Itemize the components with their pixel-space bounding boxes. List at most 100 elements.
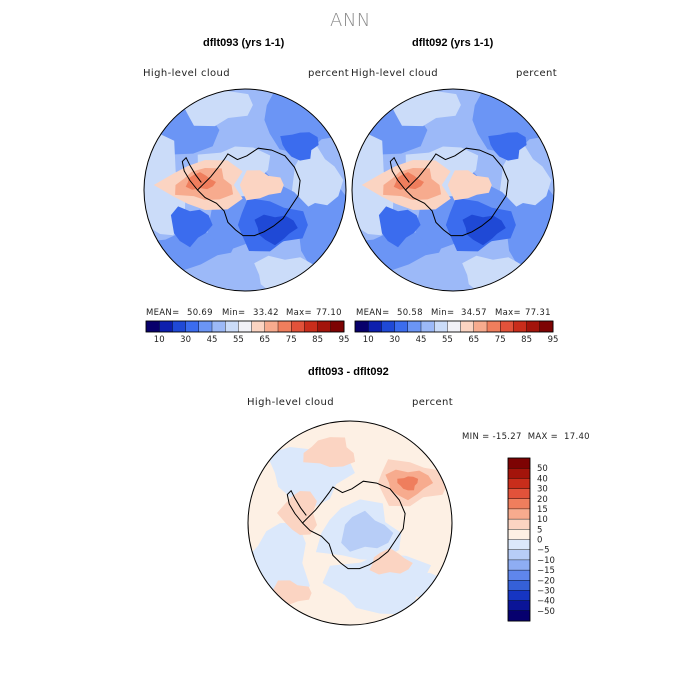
panel1-colorbar-tick-label: 85 — [312, 335, 323, 345]
panel1-map-map-border — [143, 88, 347, 292]
panel1-max-value: 77.10 — [316, 308, 342, 318]
panel2-variable-label: High-level cloud — [351, 68, 439, 79]
panel2-colorbar-tick-label: 45 — [416, 335, 427, 345]
diff-colorbar-tick-label: 20 — [537, 495, 548, 505]
panel2-units-label: percent — [516, 68, 558, 79]
panel2-colorbar-swatch — [460, 320, 475, 333]
diff-colorbar-swatch — [507, 600, 531, 612]
panel1-colorbar-tick-label: 75 — [286, 335, 297, 345]
panel2-map-contour-blob — [447, 170, 492, 201]
panel1-colorbar-swatch — [224, 320, 239, 333]
diff-colorbar-swatch — [507, 457, 531, 469]
diff-map-contour-blob — [341, 510, 394, 552]
diff-colorbar-swatch — [507, 488, 531, 500]
panel1-colorbar-swatch — [330, 320, 345, 333]
panel2-colorbar-tick-label: 30 — [389, 335, 400, 345]
panel1-colorbar-swatch — [198, 320, 213, 333]
diff-colorbar-tick-label: 5 — [537, 525, 542, 535]
diff-colorbar-tick-label: 15 — [537, 505, 548, 515]
panel1-colorbar-swatch — [277, 320, 292, 333]
diff-colorbar-swatch — [507, 478, 531, 490]
panel1-map-contour-blob — [254, 214, 298, 246]
diff-colorbar-swatch — [507, 590, 531, 602]
panel2-title: dflt092 (yrs 1-1) — [412, 37, 494, 49]
panel2-colorbar-swatch — [434, 320, 448, 333]
panel1-colorbar-swatch — [264, 320, 279, 333]
panel2-mean-value: 50.58 — [397, 308, 423, 318]
diff-map-map-border — [247, 420, 453, 626]
panel1-colorbar-swatch — [172, 320, 187, 333]
diff-map-contour-blob — [369, 548, 413, 575]
panel2-colorbar-swatch — [381, 320, 396, 333]
panel2-mean-label: MEAN= — [356, 308, 390, 318]
diff-variable-label: High-level cloud — [247, 397, 335, 408]
diff-colorbar-swatch — [507, 508, 531, 520]
panel1-map-contour-blob — [280, 132, 319, 161]
panel1-mean-value: 50.69 — [187, 308, 213, 318]
page-title: ANN — [330, 10, 371, 31]
diff-colorbar-tick-label: −20 — [537, 576, 555, 586]
panel2-colorbar-frame — [354, 320, 554, 333]
panel2-colorbar-swatch — [486, 320, 501, 333]
panel1-variable-label: High-level cloud — [143, 68, 231, 79]
panel1-mean-label: MEAN= — [146, 308, 180, 318]
panel1-colorbar-swatch — [291, 320, 305, 333]
panel1-colorbar-tick-label: 45 — [207, 335, 218, 345]
panel2-colorbar-tick-label: 95 — [548, 335, 559, 345]
diff-colorbar-tick-label: 10 — [537, 515, 548, 525]
panel2-colorbar-swatch — [394, 320, 409, 333]
panel2-colorbar-tick-label: 75 — [495, 335, 506, 345]
panel2-colorbar-swatch — [368, 320, 382, 333]
panel1-colorbar-swatch — [238, 320, 253, 333]
diff-colorbar-tick-label: −5 — [537, 546, 550, 556]
panel2-map-contour-blob — [378, 206, 421, 248]
panel1-min-value: 33.42 — [253, 308, 279, 318]
panel1-title: dflt093 (yrs 1-1) — [203, 37, 285, 49]
panel1-colorbar-frame — [145, 320, 345, 333]
panel1-colorbar-tick-label: 30 — [180, 335, 191, 345]
panel2-colorbar-tick-label: 65 — [468, 335, 479, 345]
diff-units-label: percent — [412, 397, 454, 408]
panel1-map-field — [144, 89, 346, 291]
panel1-min-label: Min= — [222, 308, 246, 318]
panel1-colorbar-tick-label: 10 — [154, 335, 165, 345]
panel1-colorbar-swatch — [145, 320, 160, 333]
diff-colorbar-swatch — [507, 569, 531, 581]
diff-colorbar-tick-label: −10 — [537, 556, 555, 566]
panel2-colorbar-swatch — [513, 320, 528, 333]
diff-colorbar-tick-label: 40 — [537, 474, 548, 484]
diff-colorbar-swatch — [507, 559, 531, 571]
diff-map-contour-blob — [277, 491, 317, 535]
panel1-colorbar-swatch — [251, 320, 266, 333]
panel1-map-contour-blob — [291, 143, 344, 212]
diff-map-field — [248, 421, 452, 625]
diff-map-coastline — [286, 480, 406, 570]
diff-colorbar-tick-label: 0 — [537, 536, 542, 546]
diff-colorbar-swatch — [507, 580, 531, 591]
diff-colorbar-swatch — [507, 549, 531, 561]
diff-colorbar-tick-label: −40 — [537, 597, 555, 607]
panel2-map-map-border — [351, 88, 555, 292]
panel2-max-label: Max= — [495, 308, 521, 318]
diff-colorbar-tick-label: 30 — [537, 485, 548, 495]
panel2-colorbar-tick-label: 55 — [442, 335, 453, 345]
panel2-map-contour-blob — [462, 214, 506, 246]
panel1-colorbar-swatch — [317, 320, 332, 333]
panel1-units-label: percent — [308, 68, 350, 79]
panel1-colorbar-tick-label: 95 — [339, 335, 350, 345]
diff-panel-title: dflt093 - dflt092 — [308, 366, 389, 378]
panel2-max-value: 77.31 — [525, 308, 551, 318]
panel2-colorbar-swatch — [539, 320, 554, 333]
diff-colorbar-tick-label: −50 — [537, 607, 555, 617]
panel1-colorbar-swatch — [211, 320, 226, 333]
panel2-map-contour-blob — [499, 143, 552, 212]
diff-colorbar-tick-label: −15 — [537, 566, 555, 576]
panel2-colorbar-swatch — [500, 320, 514, 333]
diff-colorbar-swatch — [507, 498, 531, 510]
diff-colorbar-tick-label: −30 — [537, 586, 555, 596]
diff-colorbar-swatch — [507, 468, 531, 479]
diff-colorbar-swatch — [507, 518, 531, 530]
diff-map-contour-blob — [303, 437, 356, 468]
panel1-colorbar-swatch — [185, 320, 200, 333]
panel1-map-contour-blob — [170, 206, 213, 248]
